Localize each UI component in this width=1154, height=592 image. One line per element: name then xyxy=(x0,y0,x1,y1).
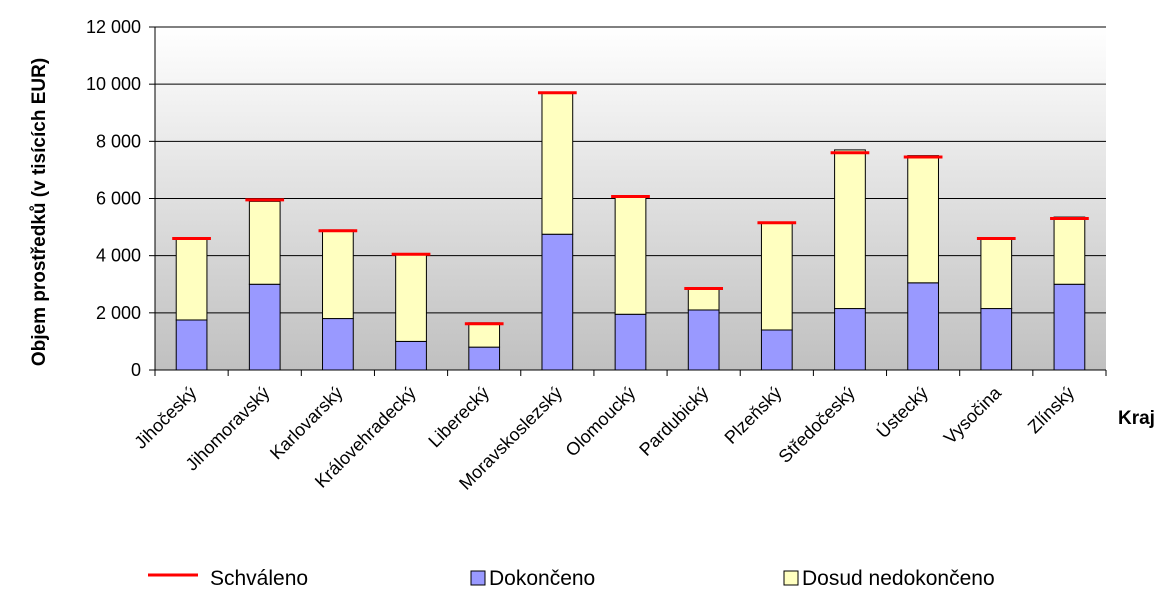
bar-dokonceno xyxy=(468,346,501,371)
bar-dokonceno xyxy=(322,318,354,371)
bar-dosud-nedokonceno xyxy=(907,155,939,284)
bar-dosud-nedokonceno xyxy=(468,322,501,348)
bar-dosud-nedokonceno xyxy=(175,238,208,321)
legend-swatch-dokonceno xyxy=(470,570,486,586)
x-tick-label: Olomoucký xyxy=(562,383,640,461)
x-tick-label: Středočeský xyxy=(775,383,859,467)
bar-dosud-nedokonceno xyxy=(614,196,647,315)
x-tick-label: Jihočeský xyxy=(130,383,200,453)
bar-dokonceno xyxy=(614,313,647,371)
x-tick-label: Zlínský xyxy=(1024,383,1078,437)
bar-dosud-nedokonceno xyxy=(322,229,354,320)
bar-dokonceno xyxy=(980,308,1013,371)
bar-dokonceno xyxy=(834,308,866,371)
bar-dokonceno xyxy=(248,283,281,371)
bar-dosud-nedokonceno xyxy=(248,200,281,285)
bar-dosud-nedokonceno xyxy=(760,222,793,331)
bar-dosud-nedokonceno xyxy=(834,149,866,310)
x-tick-label: Ústecký xyxy=(872,382,932,442)
axes xyxy=(149,26,1107,376)
x-tick-label: Plzeňský xyxy=(721,383,786,448)
bar-dokonceno xyxy=(541,233,574,371)
y-tick-label: 4 000 xyxy=(96,246,141,266)
y-axis-title: Objem prostředků (v tisících EUR) xyxy=(29,58,50,366)
bar-dosud-nedokonceno xyxy=(395,253,427,342)
bars xyxy=(175,92,1086,371)
y-tick-label: 0 xyxy=(131,360,141,380)
x-tick-label: Vysočina xyxy=(940,382,1006,448)
y-tick-label: 10 000 xyxy=(86,74,141,94)
legend-swatch-dosud-nedokonceno xyxy=(783,570,799,586)
x-tick-labels: JihočeskýJihomoravskýKarlovarskýKráloveh… xyxy=(130,382,1078,494)
legend-label-dosud-nedokonceno: Dosud nedokončeno xyxy=(802,567,995,590)
y-tick-label: 8 000 xyxy=(96,131,141,151)
x-tick-label: Karlovarský xyxy=(266,383,347,464)
bar-dosud-nedokonceno xyxy=(980,238,1013,310)
y-tick-label: 6 000 xyxy=(96,189,141,209)
legend: Schváleno Dokončeno Dosud nedokončeno xyxy=(148,567,995,590)
y-tick-label: 12 000 xyxy=(86,17,141,37)
x-tick-label: Liberecký xyxy=(424,383,493,452)
legend-label-dokonceno: Dokončeno xyxy=(489,567,595,590)
bar-dosud-nedokonceno xyxy=(1053,216,1086,285)
bar-dokonceno xyxy=(907,282,939,371)
x-tick-label: Pardubický xyxy=(635,383,712,460)
bar-dosud-nedokonceno xyxy=(541,92,574,235)
bar-dokonceno xyxy=(395,340,427,371)
legend-label-schvaleno: Schváleno xyxy=(210,567,308,590)
x-axis-title: Kraj xyxy=(1118,408,1154,429)
approved-marks xyxy=(172,91,1089,326)
bar-dokonceno xyxy=(687,309,720,371)
y-tick-labels: 0 2 000 4 000 6 000 8 000 10 000 12 000 xyxy=(86,17,141,380)
bar-dosud-nedokonceno xyxy=(687,288,720,311)
bar-dokonceno xyxy=(1053,283,1086,371)
bar-dokonceno xyxy=(175,319,208,371)
bar-dokonceno xyxy=(760,329,793,371)
y-tick-label: 2 000 xyxy=(96,303,141,323)
